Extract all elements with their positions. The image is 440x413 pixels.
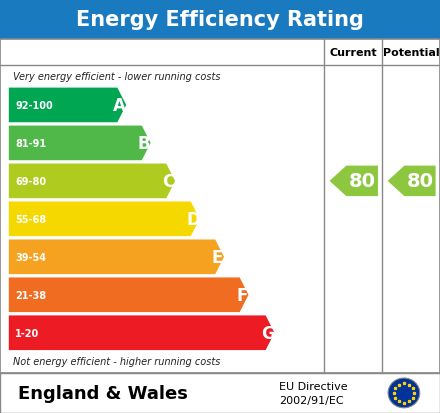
Text: 80: 80	[407, 172, 433, 191]
Text: Energy Efficiency Rating: Energy Efficiency Rating	[76, 10, 364, 30]
Circle shape	[388, 378, 420, 408]
Text: Current: Current	[330, 48, 377, 58]
Text: F: F	[236, 286, 248, 304]
Text: B: B	[138, 135, 150, 152]
Text: D: D	[186, 210, 200, 228]
Text: Potential: Potential	[383, 48, 440, 58]
Polygon shape	[9, 126, 150, 161]
Text: 39-54: 39-54	[15, 252, 46, 262]
Bar	[0, 40, 440, 373]
Text: 1-20: 1-20	[15, 328, 40, 338]
Polygon shape	[9, 202, 200, 237]
Text: England & Wales: England & Wales	[18, 384, 187, 402]
Polygon shape	[9, 164, 175, 199]
Text: Very energy efficient - lower running costs: Very energy efficient - lower running co…	[13, 72, 221, 82]
Polygon shape	[9, 278, 249, 312]
Polygon shape	[9, 240, 224, 275]
Text: 80: 80	[348, 172, 376, 191]
Text: E: E	[212, 248, 223, 266]
Text: 21-38: 21-38	[15, 290, 47, 300]
Polygon shape	[9, 316, 275, 350]
Text: G: G	[261, 324, 275, 342]
Polygon shape	[9, 88, 126, 123]
Text: C: C	[162, 173, 175, 190]
Text: 55-68: 55-68	[15, 214, 47, 224]
Text: 69-80: 69-80	[15, 176, 47, 186]
Text: 81-91: 81-91	[15, 138, 47, 149]
Bar	[0, 0, 440, 40]
Polygon shape	[388, 166, 436, 197]
Polygon shape	[330, 166, 378, 197]
Text: Not energy efficient - higher running costs: Not energy efficient - higher running co…	[13, 356, 220, 367]
Text: A: A	[113, 97, 126, 115]
Text: EU Directive
2002/91/EC: EU Directive 2002/91/EC	[279, 381, 348, 405]
Text: 92-100: 92-100	[15, 101, 53, 111]
